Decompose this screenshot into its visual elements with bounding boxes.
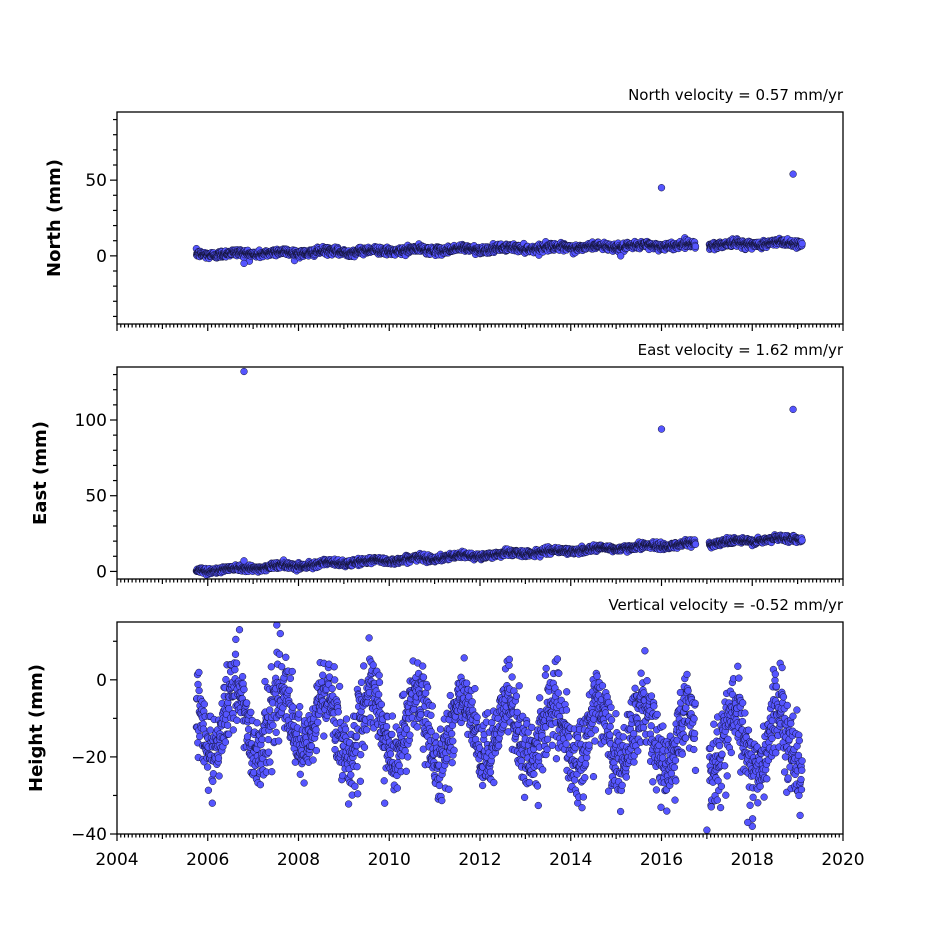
east-title: East velocity = 1.62 mm/yr [638,341,844,359]
north-outlier-point [657,184,666,192]
height-point [204,786,213,794]
height-point [223,721,232,729]
height-ylabel: Height (mm) [26,664,47,792]
east-outlier-point [240,367,248,376]
east-axes-frame [116,366,844,580]
height-point [209,777,217,786]
east-ytick-label: 0 [96,562,107,582]
height-point [200,700,208,708]
height-point [214,754,223,762]
north-title: North velocity = 0.57 mm/yr [628,86,844,104]
height-points [192,622,806,834]
east-ytick-label: 50 [85,487,107,507]
east-outlier-point [789,405,797,414]
north-outlier-point [240,259,248,268]
north-outlier-point [617,252,625,260]
east-outlier-point [240,557,248,565]
east-panel: East velocity = 1.62 mm/yr East (mm) 0 50… [30,341,844,586]
north-axes-frame [116,111,844,325]
height-panel: Vertical velocity = -0.52 mm/yr Height (… [26,596,865,870]
east-xticks [116,579,844,586]
height-point [243,699,251,707]
east-point [798,536,806,544]
north-xticks [116,324,844,331]
height-point [250,768,258,777]
height-point [203,763,212,771]
north-yticks: 0 50 [85,118,117,318]
north-point [798,240,806,248]
height-point [231,666,239,674]
height-title: Vertical velocity = -0.52 mm/yr [608,596,843,614]
height-point [229,726,237,734]
height-point [195,686,203,695]
east-outlier-point [657,425,666,433]
north-ytick-label: 0 [96,247,107,267]
north-panel: North velocity = 0.57 mm/yr North (mm) 0… [44,86,844,331]
east-ytick-label: 100 [75,411,107,431]
height-point [232,635,240,644]
height-point [232,659,241,667]
east-yticks: 0 50 100 [75,373,117,582]
north-point [691,242,700,251]
north-ytick-label: 50 [85,171,107,191]
height-point [221,738,230,746]
height-point [215,772,223,780]
north-ylabel: North (mm) [44,159,65,277]
east-points [192,367,806,579]
height-point [238,672,247,681]
height-point [195,668,203,677]
height-point [247,708,255,716]
height-point [231,650,240,658]
east-point [691,540,700,548]
height-point [233,716,241,724]
east-ylabel: East (mm) [30,421,51,525]
north-points [192,170,806,268]
height-point [243,733,252,741]
north-outlier-point [789,170,797,178]
height-point [240,685,248,694]
height-point [194,680,202,689]
